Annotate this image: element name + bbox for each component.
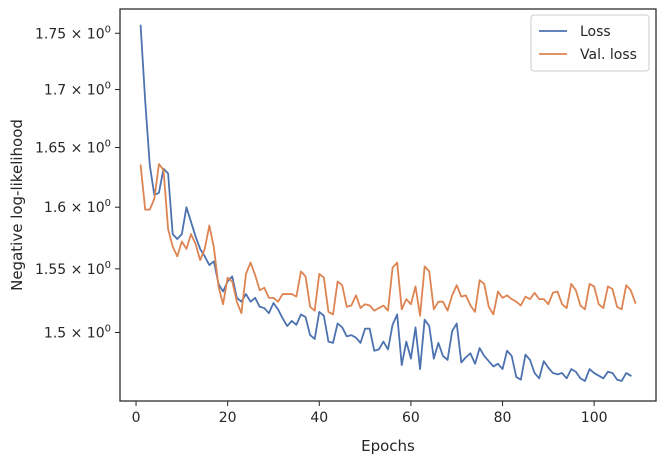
series-layer <box>139 24 637 382</box>
series-line-loss <box>139 24 632 382</box>
x-tick-label: 20 <box>219 410 237 426</box>
legend-label-loss: Loss <box>580 24 611 40</box>
x-tick-label: 40 <box>310 410 328 426</box>
y-tick-label: 1.65 × 100 <box>35 138 111 156</box>
y-tick-label: 1.55 × 100 <box>35 260 111 278</box>
legend: Loss Val. loss <box>530 14 650 72</box>
x-tick-label: 80 <box>494 410 512 426</box>
y-axis-label: Negative log-likelihood <box>8 119 26 291</box>
x-axis-label: Epochs <box>361 437 415 455</box>
y-tick-label: 1.75 × 100 <box>35 24 111 42</box>
y-tick-label: 1.6 × 100 <box>44 198 111 216</box>
series-line-val-loss <box>139 163 637 317</box>
y-tick-label: 1.5 × 100 <box>44 324 111 342</box>
legend-frame <box>530 14 650 72</box>
y-axis: 1.5 × 100 1.55 × 100 1.6 × 100 1.65 × 100 1.… <box>35 24 120 342</box>
x-tick-label: 100 <box>581 410 608 426</box>
x-tick-label: 0 <box>132 410 141 426</box>
x-axis: 0 20 40 60 80 100 <box>132 401 608 426</box>
legend-label-val-loss: Val. loss <box>580 47 637 63</box>
x-tick-label: 60 <box>402 410 420 426</box>
plot-area <box>119 8 657 402</box>
y-tick-label: 1.7 × 100 <box>44 81 111 99</box>
